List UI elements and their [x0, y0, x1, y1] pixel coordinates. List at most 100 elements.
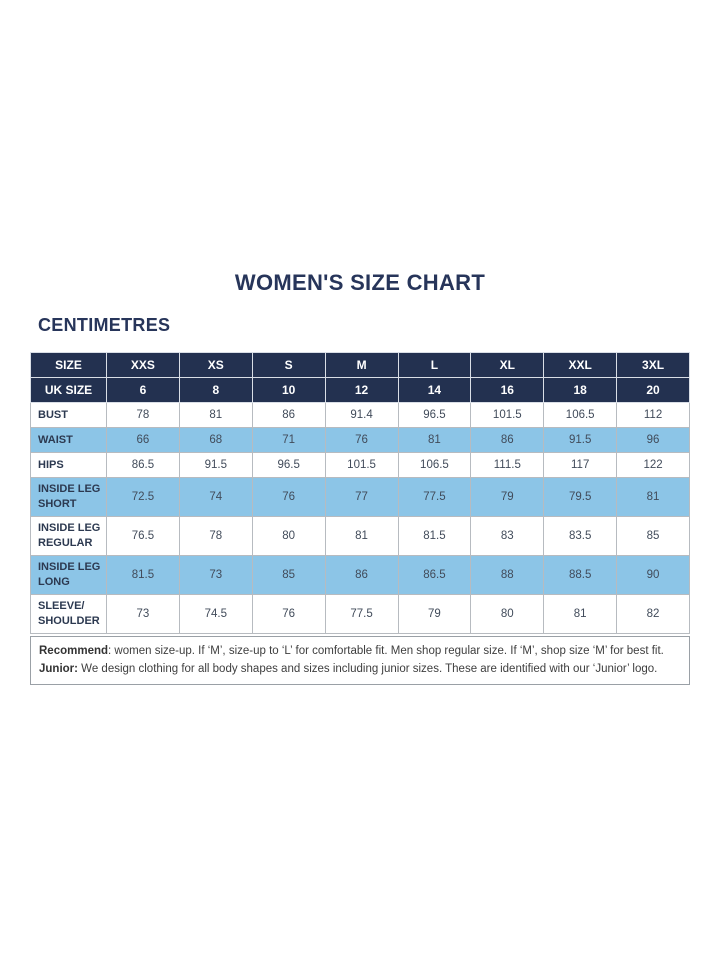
measurement-value-cell: 96.5 — [397, 402, 472, 428]
table-row: HIPS 86.5 91.5 96.5 101.5 106.5 111.5 117 122 — [30, 452, 690, 478]
measurement-value-cell: 76 — [324, 427, 399, 453]
measurement-value-cell: 77.5 — [397, 477, 472, 517]
measurement-value-cell: 71 — [251, 427, 326, 453]
measurement-value-cell: 79.5 — [543, 477, 618, 517]
measurement-row-label: INSIDE LEG LONG — [30, 555, 107, 595]
measurement-value-cell: 101.5 — [324, 452, 399, 478]
measurement-value-cell: 117 — [543, 452, 618, 478]
measurement-value-cell: 90 — [616, 555, 690, 595]
table-row: SLEEVE/ SHOULDER 73 74.5 76 77.5 79 80 81 82 — [30, 594, 690, 634]
measurement-value-cell: 86 — [324, 555, 399, 595]
measurement-row-label: INSIDE LEG SHORT — [30, 477, 107, 517]
measurement-value-cell: 77.5 — [324, 594, 399, 634]
measurement-value-cell: 85 — [251, 555, 326, 595]
size-header-cell: 3XL — [616, 352, 690, 378]
size-header-cell: 20 — [616, 377, 690, 403]
footnote-recommend-label: Recommend — [39, 645, 109, 657]
size-header-cell: XS — [178, 352, 253, 378]
measurement-value-cell: 76 — [251, 594, 326, 634]
measurement-value-cell: 96.5 — [251, 452, 326, 478]
size-header-cell: 12 — [324, 377, 399, 403]
size-header-cell: 6 — [106, 377, 180, 403]
measurement-value-cell: 73 — [106, 594, 180, 634]
measurement-value-cell: 88 — [470, 555, 545, 595]
measurement-row-label: SLEEVE/ SHOULDER — [30, 594, 107, 634]
measurement-value-cell: 79 — [470, 477, 545, 517]
measurement-row-label: WAIST — [30, 427, 107, 453]
measurement-value-cell: 86.5 — [106, 452, 180, 478]
footnote-box: Recommend: women size-up. If ‘M’, size-u… — [30, 636, 690, 686]
measurement-value-cell: 83 — [470, 516, 545, 556]
size-header-label: SIZE — [30, 352, 107, 378]
measurement-value-cell: 86 — [470, 427, 545, 453]
size-header-cell: L — [397, 352, 472, 378]
measurement-value-cell: 83.5 — [543, 516, 618, 556]
measurement-row-label: BUST — [30, 402, 107, 428]
table-row: WAIST 66 68 71 76 81 86 91.5 96 — [30, 427, 690, 453]
measurement-value-cell: 122 — [616, 452, 690, 478]
measurement-value-cell: 76.5 — [106, 516, 180, 556]
page-title: WOMEN'S SIZE CHART — [234, 270, 486, 295]
measurement-value-cell: 81 — [324, 516, 399, 556]
measurement-value-cell: 73 — [178, 555, 253, 595]
table-row: UK SIZE 6 8 10 12 14 16 18 20 — [30, 377, 690, 403]
measurement-value-cell: 77 — [324, 477, 399, 517]
measurement-value-cell: 74 — [178, 477, 253, 517]
size-header-cell: 14 — [397, 377, 472, 403]
size-header-cell: M — [324, 352, 399, 378]
measurement-value-cell: 74.5 — [178, 594, 253, 634]
measurement-value-cell: 96 — [616, 427, 690, 453]
size-header-cell: 16 — [470, 377, 545, 403]
measurement-value-cell: 81.5 — [106, 555, 180, 595]
measurement-value-cell: 76 — [251, 477, 326, 517]
measurement-value-cell: 101.5 — [470, 402, 545, 428]
measurement-value-cell: 91.4 — [324, 402, 399, 428]
size-table-body: BUST 78 81 86 91.4 96.5 101.5 106.5 112 WAIST 66 68… — [30, 402, 690, 634]
measurement-value-cell: 79 — [397, 594, 472, 634]
size-header-cell: 10 — [251, 377, 326, 403]
measurement-value-cell: 88.5 — [543, 555, 618, 595]
table-row: BUST 78 81 86 91.4 96.5 101.5 106.5 112 — [30, 402, 690, 428]
measurement-value-cell: 66 — [106, 427, 180, 453]
measurement-value-cell: 81 — [397, 427, 472, 453]
table-row: INSIDE LEG SHORT 72.5 74 76 77 77.5 79 79.5 81 — [30, 477, 690, 517]
footnote-junior-text: We design clothing for all body shapes a… — [77, 663, 658, 676]
units-heading: CENTIMETRES — [38, 315, 171, 335]
measurement-value-cell: 106.5 — [543, 402, 618, 428]
measurement-row-label: HIPS — [30, 452, 107, 478]
measurement-value-cell: 68 — [178, 427, 253, 453]
measurement-value-cell: 86 — [251, 402, 326, 428]
size-header-cell: S — [251, 352, 326, 378]
measurement-value-cell: 86.5 — [397, 555, 472, 595]
measurement-value-cell: 78 — [178, 516, 253, 556]
size-header-cell: XXL — [543, 352, 618, 378]
size-header-cell: 8 — [178, 377, 253, 403]
measurement-value-cell: 81 — [616, 477, 690, 517]
size-chart-page: WOMEN'S SIZE CHART CENTIMETRES SIZE XXS XS… — [30, 270, 690, 686]
measurement-value-cell: 91.5 — [543, 427, 618, 453]
table-row: INSIDE LEG REGULAR 76.5 78 80 81 81.5 83 83.5 85 — [30, 516, 690, 556]
size-header-cell: 18 — [543, 377, 618, 403]
size-table: SIZE XXS XS S M L XL XXL 3XL UK SIZE 6 8 10 12 14 16 18 2… — [30, 352, 690, 634]
size-header-label: UK SIZE — [30, 377, 107, 403]
measurement-value-cell: 111.5 — [470, 452, 545, 478]
measurement-value-cell: 106.5 — [397, 452, 472, 478]
footnote-junior-line: Junior: We design clothing for all body … — [39, 660, 681, 678]
measurement-value-cell: 81 — [543, 594, 618, 634]
measurement-value-cell: 91.5 — [178, 452, 253, 478]
measurement-value-cell: 81.5 — [397, 516, 472, 556]
table-row: SIZE XXS XS S M L XL XXL 3XL — [30, 352, 690, 378]
footnote-recommend-line: Recommend: women size-up. If ‘M’, size-u… — [39, 642, 681, 660]
size-header-cell: XL — [470, 352, 545, 378]
size-table-header: SIZE XXS XS S M L XL XXL 3XL UK SIZE 6 8 10 12 14 16 18 2… — [30, 352, 690, 403]
measurement-value-cell: 80 — [470, 594, 545, 634]
footnote-junior-label: Junior: — [39, 663, 78, 676]
table-row: INSIDE LEG LONG 81.5 73 85 86 86.5 88 88.5 90 — [30, 555, 690, 595]
measurement-value-cell: 80 — [251, 516, 326, 556]
measurement-value-cell: 78 — [106, 402, 180, 428]
measurement-value-cell: 85 — [616, 516, 690, 556]
size-header-cell: XXS — [106, 352, 180, 378]
footnote-recommend-text: : women size-up. If ‘M’, size-up to ‘L’ … — [108, 645, 664, 657]
measurement-row-label: INSIDE LEG REGULAR — [30, 516, 107, 556]
measurement-value-cell: 82 — [616, 594, 690, 634]
